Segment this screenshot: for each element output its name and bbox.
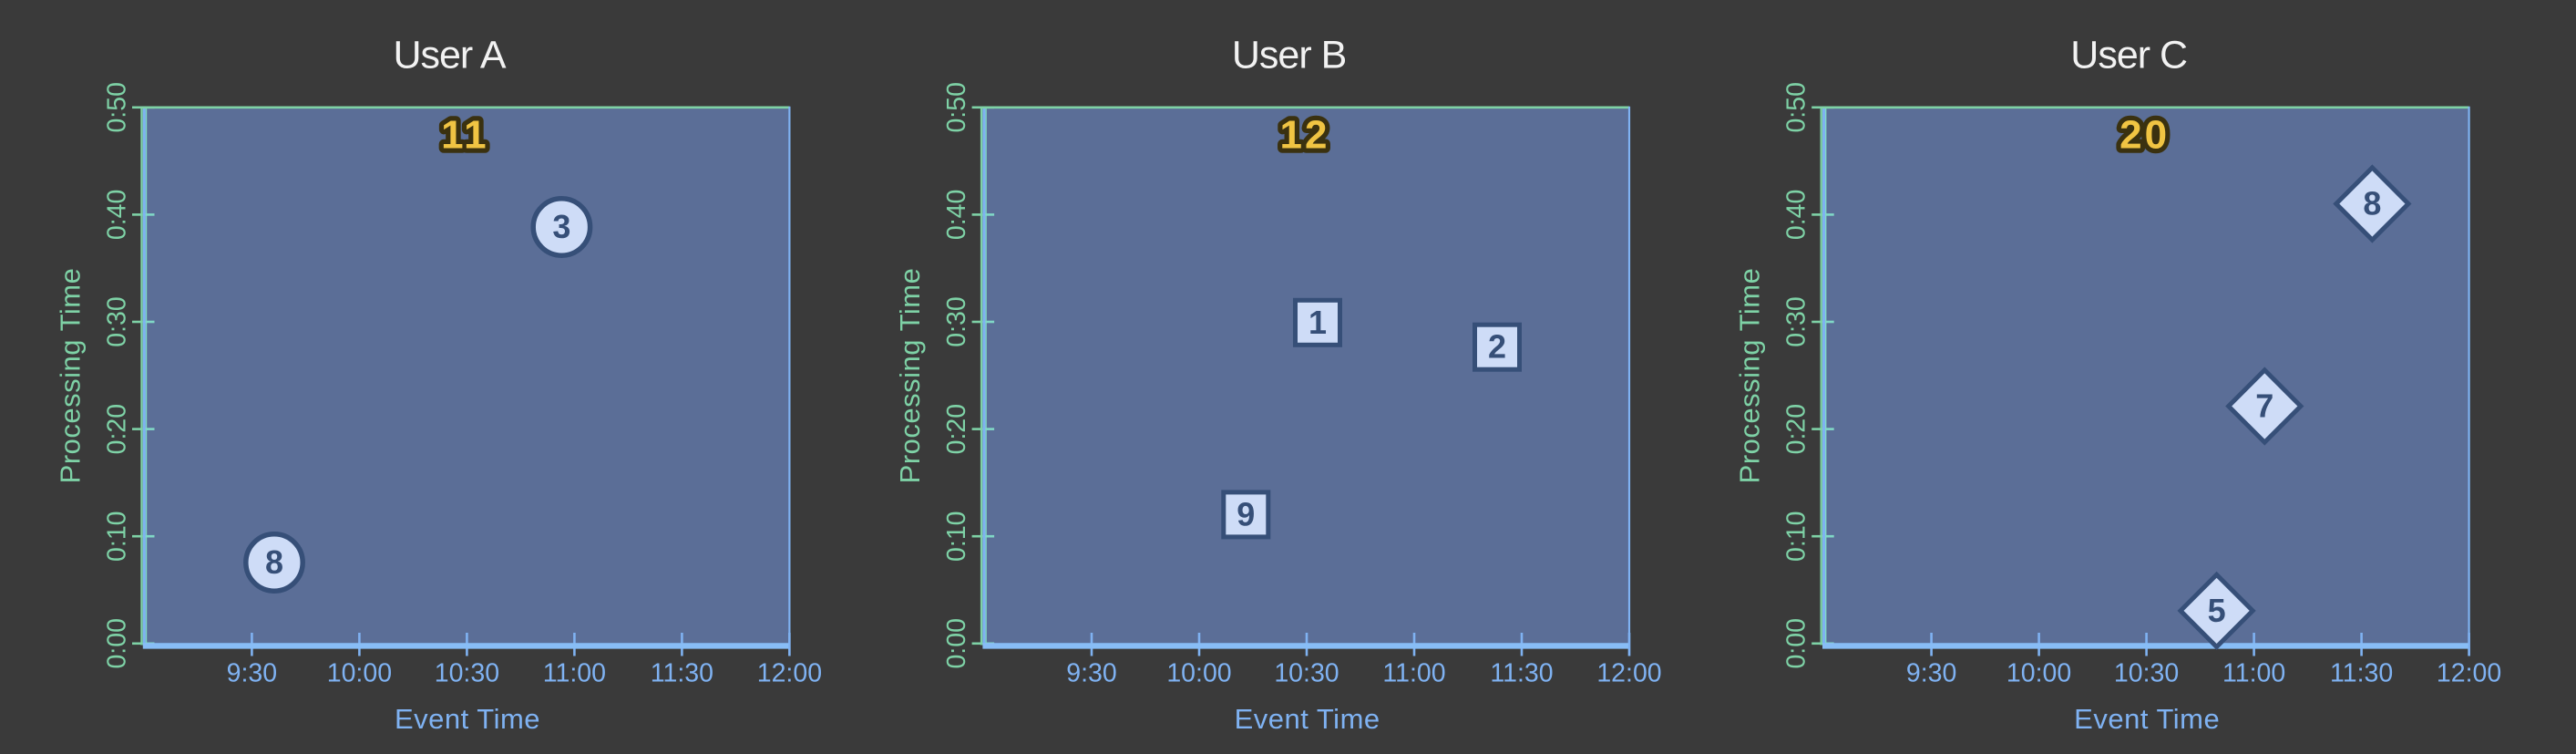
svg-text:0:30: 0:30 xyxy=(942,296,971,346)
svg-text:11:00: 11:00 xyxy=(2222,659,2285,688)
svg-text:11:30: 11:30 xyxy=(2330,659,2393,688)
svg-text:User B: User B xyxy=(1232,33,1346,77)
svg-text:9:30: 9:30 xyxy=(1066,659,1116,688)
svg-text:9:30: 9:30 xyxy=(227,659,277,688)
svg-text:10:00: 10:00 xyxy=(2006,659,2071,688)
svg-text:0:40: 0:40 xyxy=(1782,190,1811,240)
svg-text:10:00: 10:00 xyxy=(327,659,392,688)
svg-text:11:30: 11:30 xyxy=(1490,659,1553,688)
svg-text:Processing Time: Processing Time xyxy=(55,268,87,484)
svg-text:11:00: 11:00 xyxy=(1382,659,1445,688)
svg-text:10:30: 10:30 xyxy=(435,659,499,688)
svg-text:0:40: 0:40 xyxy=(942,190,971,240)
svg-text:0:10: 0:10 xyxy=(103,511,132,561)
svg-text:11:30: 11:30 xyxy=(651,659,713,688)
svg-text:10:30: 10:30 xyxy=(2114,659,2179,688)
svg-text:9: 9 xyxy=(1237,495,1255,532)
svg-text:20: 20 xyxy=(2119,113,2170,158)
svg-text:12:00: 12:00 xyxy=(2437,659,2501,688)
svg-text:Processing Time: Processing Time xyxy=(894,268,926,484)
svg-text:0:00: 0:00 xyxy=(942,618,971,668)
svg-text:User C: User C xyxy=(2070,33,2187,77)
svg-text:0:00: 0:00 xyxy=(1782,618,1811,668)
svg-text:0:20: 0:20 xyxy=(1782,404,1811,454)
svg-text:Processing Time: Processing Time xyxy=(1734,268,1766,484)
svg-text:3: 3 xyxy=(552,208,570,245)
svg-text:0:50: 0:50 xyxy=(103,82,132,132)
svg-text:1: 1 xyxy=(1309,304,1327,341)
svg-text:12: 12 xyxy=(1280,113,1330,158)
svg-text:0:30: 0:30 xyxy=(1782,296,1811,346)
svg-text:12:00: 12:00 xyxy=(757,659,822,688)
svg-text:Event Time: Event Time xyxy=(1235,703,1380,735)
svg-text:11: 11 xyxy=(441,113,489,158)
svg-text:2: 2 xyxy=(1488,328,1506,366)
svg-text:11:00: 11:00 xyxy=(543,659,606,688)
svg-text:9:30: 9:30 xyxy=(1906,659,1956,688)
svg-text:0:00: 0:00 xyxy=(103,618,132,668)
svg-text:8: 8 xyxy=(2363,185,2381,222)
svg-text:12:00: 12:00 xyxy=(1596,659,1661,688)
svg-text:0:20: 0:20 xyxy=(103,404,132,454)
svg-text:0:50: 0:50 xyxy=(942,82,971,132)
svg-text:5: 5 xyxy=(2208,592,2226,629)
svg-text:10:00: 10:00 xyxy=(1166,659,1231,688)
svg-text:0:10: 0:10 xyxy=(1782,511,1811,561)
svg-text:7: 7 xyxy=(2255,387,2273,425)
svg-text:Event Time: Event Time xyxy=(395,703,540,735)
svg-text:User A: User A xyxy=(393,33,506,77)
svg-text:0:30: 0:30 xyxy=(103,296,132,346)
svg-text:Event Time: Event Time xyxy=(2074,703,2220,735)
svg-text:0:40: 0:40 xyxy=(103,190,132,240)
svg-text:0:20: 0:20 xyxy=(942,404,971,454)
svg-text:10:30: 10:30 xyxy=(1274,659,1339,688)
svg-text:0:50: 0:50 xyxy=(1782,82,1811,132)
svg-text:8: 8 xyxy=(265,543,283,581)
svg-text:0:10: 0:10 xyxy=(942,511,971,561)
